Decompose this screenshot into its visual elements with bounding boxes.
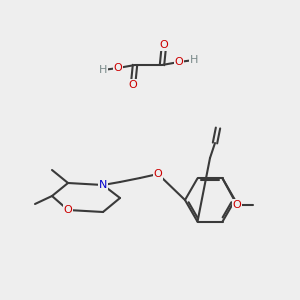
Text: O: O — [160, 40, 168, 50]
Text: O: O — [154, 169, 162, 179]
Text: N: N — [99, 180, 107, 190]
Text: O: O — [232, 200, 242, 210]
Text: O: O — [175, 57, 183, 67]
Text: O: O — [129, 80, 137, 90]
Text: O: O — [114, 63, 122, 73]
Text: H: H — [99, 65, 107, 75]
Text: H: H — [190, 55, 198, 65]
Text: O: O — [64, 205, 72, 215]
